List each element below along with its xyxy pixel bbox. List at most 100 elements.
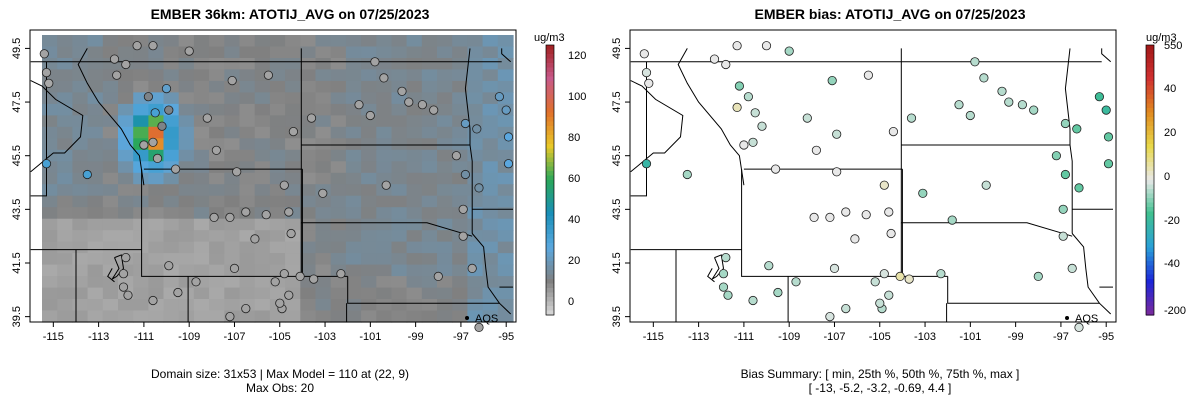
grid-cell <box>361 35 377 48</box>
colorbar-segment <box>1146 193 1154 199</box>
grid-cell <box>345 115 362 128</box>
colorbar-segment <box>1146 130 1154 136</box>
station-marker <box>39 49 49 59</box>
state-boundary <box>630 80 684 173</box>
grid-cell <box>437 80 453 93</box>
grid-cell <box>437 161 453 174</box>
colorbar-tick: 60 <box>568 173 581 185</box>
grid-cell <box>72 276 89 289</box>
model-map: -115 -113 -111 -109 -107 -105 -103 -101 -99 -97 -9… <box>11 29 555 343</box>
station-marker <box>112 70 122 80</box>
grid-cell <box>345 46 362 59</box>
grid-cell <box>269 103 286 116</box>
colorbar-segment <box>1146 126 1154 132</box>
grid-cell <box>497 115 514 128</box>
grid-cell <box>391 218 408 231</box>
grid-cell <box>330 58 347 71</box>
grid-cell <box>102 126 119 139</box>
grid-cell <box>269 80 286 93</box>
grid-cell <box>345 299 362 312</box>
grid-cell <box>497 184 514 197</box>
grid-cell <box>497 253 514 266</box>
station-marker <box>404 97 414 107</box>
grid-cell <box>209 115 225 128</box>
grid-cell <box>315 287 332 300</box>
grid-cell <box>391 230 408 243</box>
grid-cell <box>497 230 514 243</box>
grid-cell <box>361 299 377 312</box>
colorbar-segment <box>546 270 554 276</box>
station-marker <box>288 127 298 137</box>
grid-cell <box>345 287 362 300</box>
grid-cell <box>239 80 256 93</box>
y-tick-label: 43.5 <box>611 199 623 220</box>
grid-cell <box>254 184 271 197</box>
grid-cell <box>178 92 195 105</box>
state-boundary <box>711 254 725 280</box>
station-marker <box>825 311 835 322</box>
grid-cell <box>467 218 484 231</box>
grid-cell <box>178 184 195 197</box>
grid-cell <box>209 195 225 208</box>
station-marker <box>123 290 133 300</box>
grid-cell <box>482 253 499 266</box>
grid-cell <box>406 184 423 197</box>
grid-cell <box>497 35 514 48</box>
colorbar-tick: 40 <box>1164 83 1177 95</box>
colorbar-segment <box>1146 166 1154 172</box>
grid-cell <box>482 264 499 277</box>
grid-cell <box>133 69 149 82</box>
station-marker <box>139 140 149 150</box>
grid-cell <box>178 115 195 128</box>
grid-cell <box>285 115 301 128</box>
grid-cell <box>361 253 377 266</box>
grid-cell <box>406 172 423 185</box>
station-marker <box>433 271 443 281</box>
station-marker <box>503 132 514 142</box>
grid-cell <box>406 195 423 208</box>
grid-cell <box>87 35 104 48</box>
grid-cell <box>209 161 225 174</box>
colorbar-segment <box>546 193 554 199</box>
grid-cell <box>345 69 362 82</box>
grid-cell <box>406 138 423 151</box>
grid-cell <box>102 92 119 105</box>
x-tick-label: -99 <box>408 331 424 343</box>
station-marker <box>458 204 468 214</box>
grid-cell <box>148 218 165 231</box>
grid-cell <box>118 35 134 48</box>
grid-cell <box>391 299 408 312</box>
station-marker <box>306 113 317 123</box>
station-marker <box>121 59 131 70</box>
station-marker <box>150 108 160 118</box>
grid-cell <box>330 138 347 151</box>
grid-cell <box>57 92 73 105</box>
grid-cell <box>72 46 89 59</box>
grid-cell <box>102 172 119 185</box>
grid-cell <box>345 253 362 266</box>
grid-cell <box>406 46 423 59</box>
grid-cell <box>376 58 393 71</box>
grid-cell <box>482 172 499 185</box>
grid-cell <box>148 69 165 82</box>
grid-cell <box>239 103 256 116</box>
station-marker <box>379 73 389 83</box>
grid-cell <box>285 58 301 71</box>
grid-cell <box>102 276 119 289</box>
grid-cell <box>118 69 134 82</box>
grid-cell <box>330 230 347 243</box>
colorbar-segment <box>546 121 554 127</box>
station-marker <box>644 78 654 88</box>
grid-cell <box>118 103 134 116</box>
grid-cell <box>467 92 484 105</box>
station-marker <box>879 269 889 279</box>
station-marker <box>209 212 219 222</box>
grid-cell <box>452 80 468 93</box>
station-marker <box>241 207 251 217</box>
colorbar-segment <box>546 90 554 96</box>
grid-cell <box>72 161 89 174</box>
grid-cell <box>482 126 499 139</box>
grid-cell <box>376 103 393 116</box>
colorbar-segment <box>546 301 554 307</box>
station-marker <box>225 311 235 322</box>
